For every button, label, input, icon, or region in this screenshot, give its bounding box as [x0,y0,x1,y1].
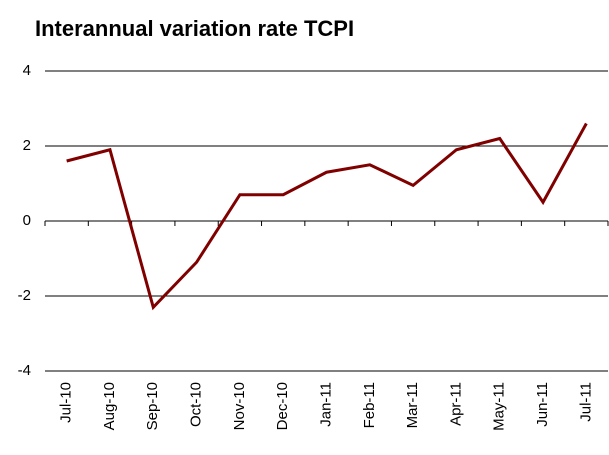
y-tick-label: 4 [23,62,31,79]
x-tick-label: Nov-10 [231,382,248,430]
x-tick-label: Apr-11 [447,382,464,426]
y-tick-label: -2 [18,287,31,304]
y-tick-label: 0 [23,212,31,229]
chart-title: Interannual variation rate TCPI [35,16,354,41]
y-tick-label: 2 [23,137,31,154]
x-tick-label: Jan-11 [317,382,334,427]
x-tick-label: Sep-10 [144,382,161,430]
x-tick-label: Feb-11 [361,382,378,428]
x-tick-label: Mar-11 [404,382,421,428]
x-tick-label: Dec-10 [274,382,291,430]
x-tick-label: Aug-10 [101,382,118,430]
x-tick-label: May-11 [491,382,508,431]
x-tick-label: Jun-11 [534,382,551,427]
line-series [66,122,588,311]
x-tick-label: Oct-10 [188,382,205,427]
y-tick-label: -4 [18,362,31,379]
x-tick-label: Jul-11 [577,382,594,422]
x-tick-label: Jul-10 [58,382,75,423]
